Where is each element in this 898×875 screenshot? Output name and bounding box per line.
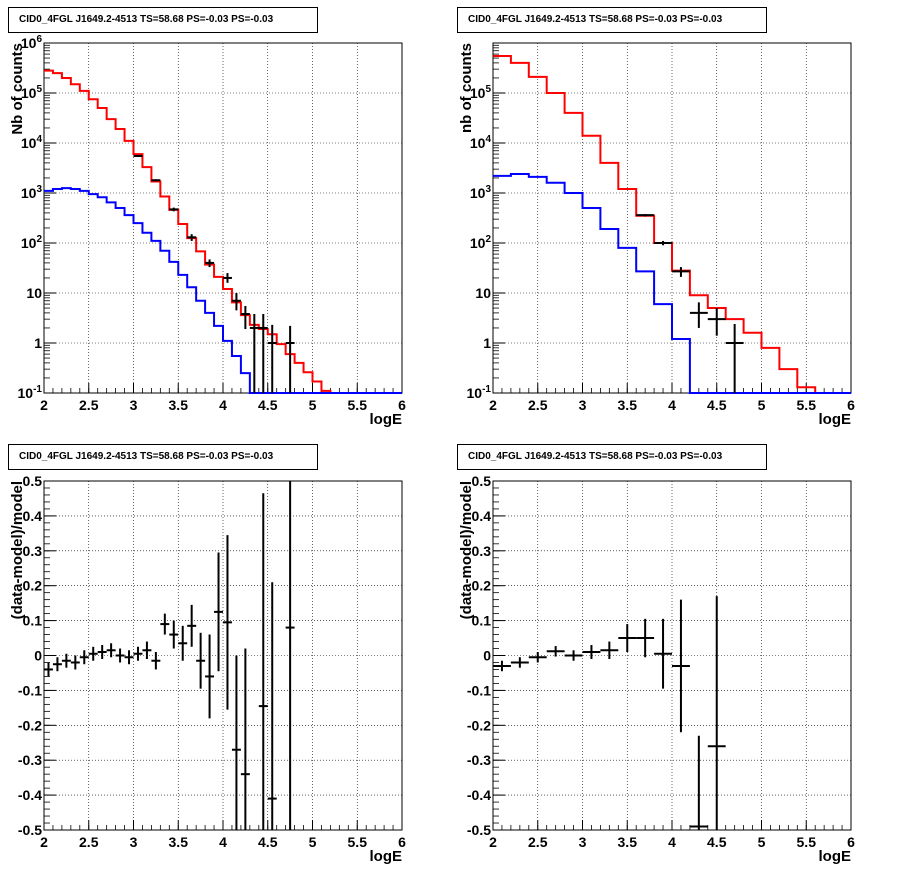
x-tick-label: 5.5 [348, 834, 368, 850]
y-tick-label: 102 [470, 234, 492, 251]
x-tick-label: 4 [668, 397, 676, 413]
x-tick-label: 6 [398, 397, 406, 413]
y-tick-label: -0.3 [18, 752, 42, 768]
y-tick-label: 10 [475, 285, 491, 301]
x-tick-label: 2.5 [79, 834, 99, 850]
x-tick-label: 5.5 [348, 397, 368, 413]
x-tick-label: 4.5 [707, 397, 727, 413]
y-tick-label: 0.5 [23, 473, 43, 489]
x-tick-label: 4.5 [707, 834, 727, 850]
y-tick-label: 0.4 [472, 508, 492, 524]
x-axis-label: logE [819, 411, 852, 428]
y-axis-label: (data-model)/model [458, 481, 475, 619]
y-tick-label: 105 [470, 84, 492, 101]
y-tick-label: -0.4 [18, 787, 42, 803]
y-tick-label: 0 [34, 648, 42, 664]
y-tick-label: -0.2 [18, 717, 42, 733]
y-tick-label: 105 [21, 84, 43, 101]
y-tick-label: 10-1 [467, 384, 492, 401]
y-tick-label: 0.5 [472, 473, 492, 489]
x-tick-label: 5 [758, 834, 766, 850]
y-tick-label: -0.4 [467, 787, 491, 803]
y-tick-label: 106 [21, 34, 43, 51]
x-tick-label: 2 [489, 397, 497, 413]
x-tick-label: 3 [579, 397, 587, 413]
y-tick-label: 104 [21, 134, 43, 151]
chart-title: CID0_4FGL J1649.2-4513 TS=58.68 PS=-0.03… [457, 444, 767, 470]
x-tick-label: 4.5 [258, 397, 278, 413]
pad-counts-fine: CID0_4FGL J1649.2-4513 TS=58.68 PS=-0.03… [0, 0, 449, 437]
x-tick-label: 2 [40, 834, 48, 850]
y-axis-label: Nb of counts [9, 43, 26, 135]
y-tick-label: 104 [470, 134, 492, 151]
y-tick-label: 0 [483, 648, 491, 664]
x-tick-label: 5 [758, 397, 766, 413]
y-tick-label: 10-1 [18, 384, 43, 401]
chart-title: CID0_4FGL J1649.2-4513 TS=58.68 PS=-0.03… [8, 444, 318, 470]
x-tick-label: 3.5 [169, 834, 189, 850]
x-tick-label: 2 [489, 834, 497, 850]
y-tick-label: 1 [483, 335, 491, 351]
chart-title: CID0_4FGL J1649.2-4513 TS=58.68 PS=-0.03… [8, 7, 318, 33]
x-tick-label: 4 [668, 834, 676, 850]
y-tick-label: 0.1 [472, 613, 492, 629]
x-tick-label: 3 [130, 834, 138, 850]
x-tick-label: 3.5 [169, 397, 189, 413]
x-tick-label: 5.5 [797, 397, 817, 413]
pad-residuals-coarse: CID0_4FGL J1649.2-4513 TS=58.68 PS=-0.03… [449, 437, 898, 875]
y-tick-label: 103 [21, 184, 43, 201]
y-tick-label: 0.4 [23, 508, 43, 524]
x-tick-label: 2.5 [528, 397, 548, 413]
y-tick-label: -0.1 [18, 682, 42, 698]
x-axis-label: logE [819, 848, 852, 865]
x-axis-label: logE [370, 411, 403, 428]
histogram-series [493, 172, 851, 394]
y-tick-label: -0.2 [467, 717, 491, 733]
y-tick-label: -0.5 [18, 822, 42, 838]
x-tick-label: 2 [40, 397, 48, 413]
x-tick-label: 4 [219, 834, 227, 850]
x-tick-label: 3 [579, 834, 587, 850]
y-tick-label: 102 [21, 234, 43, 251]
y-tick-label: 0.1 [23, 613, 43, 629]
x-tick-label: 3 [130, 397, 138, 413]
y-tick-label: 1 [34, 335, 42, 351]
x-tick-label: 3.5 [618, 397, 638, 413]
y-axis-label: nb of counts [458, 43, 475, 133]
x-tick-label: 5 [309, 834, 317, 850]
y-tick-label: 0.2 [23, 578, 43, 594]
x-tick-label: 6 [847, 397, 855, 413]
x-tick-label: 5.5 [797, 834, 817, 850]
y-tick-label: 103 [470, 184, 492, 201]
x-tick-label: 4 [219, 397, 227, 413]
x-tick-label: 3.5 [618, 834, 638, 850]
y-axis-label: (data-model)/model [9, 481, 26, 619]
y-tick-label: 0.3 [472, 543, 492, 559]
chart-title: CID0_4FGL J1649.2-4513 TS=58.68 PS=-0.03… [457, 7, 767, 33]
x-tick-label: 5 [309, 397, 317, 413]
x-tick-label: 2.5 [79, 397, 99, 413]
x-tick-label: 6 [847, 834, 855, 850]
x-tick-label: 4.5 [258, 834, 278, 850]
y-tick-label: -0.3 [467, 752, 491, 768]
histogram-series [44, 69, 402, 394]
histogram-series [44, 187, 402, 394]
pad-counts-coarse: CID0_4FGL J1649.2-4513 TS=58.68 PS=-0.03… [449, 0, 898, 437]
y-tick-label: 0.3 [23, 543, 43, 559]
x-axis-label: logE [370, 848, 403, 865]
x-tick-label: 2.5 [528, 834, 548, 850]
y-tick-label: 0.2 [472, 578, 492, 594]
y-tick-label: -0.1 [467, 682, 491, 698]
y-tick-label: 10 [26, 285, 42, 301]
y-tick-label: -0.5 [467, 822, 491, 838]
pad-residuals-fine: CID0_4FGL J1649.2-4513 TS=58.68 PS=-0.03… [0, 437, 449, 875]
x-tick-label: 6 [398, 834, 406, 850]
